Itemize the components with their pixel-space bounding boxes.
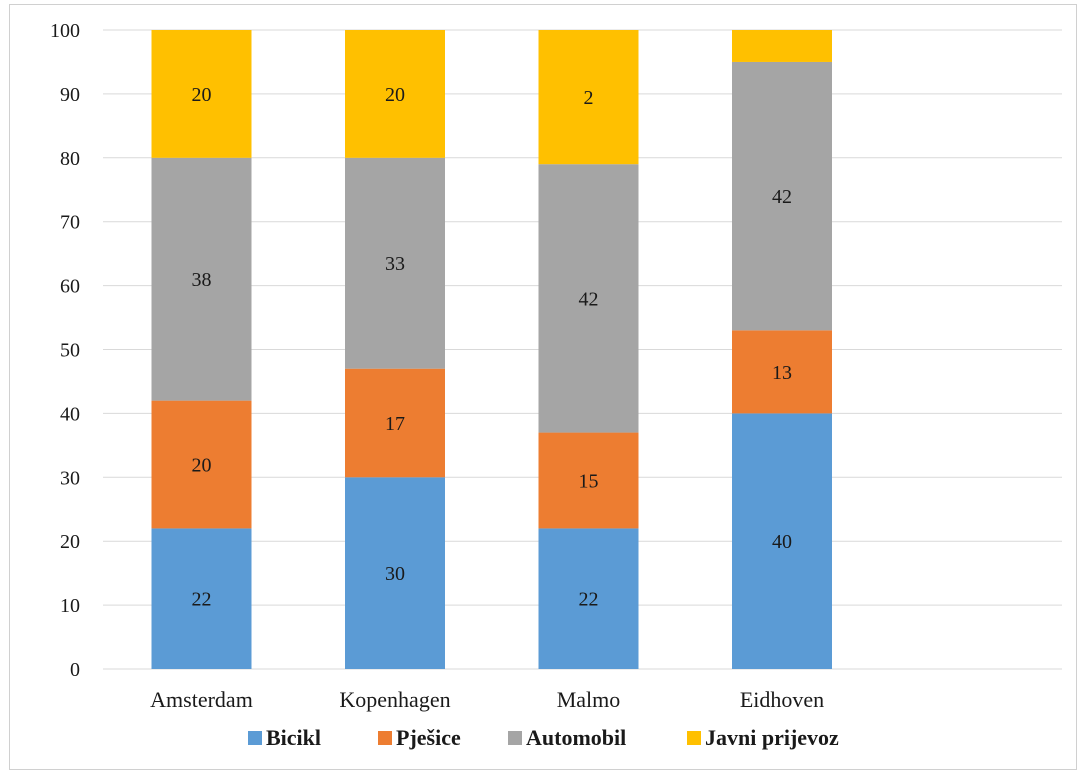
y-tick-label: 50 bbox=[60, 340, 80, 362]
bar-segment bbox=[538, 30, 639, 165]
bar-segment bbox=[345, 477, 445, 669]
legend-swatch bbox=[687, 731, 701, 745]
legend-label: Bicikl bbox=[266, 725, 321, 750]
bar-segment bbox=[151, 157, 252, 401]
bar-segment bbox=[732, 30, 832, 62]
bar-segment bbox=[345, 157, 445, 369]
bars bbox=[151, 30, 832, 669]
bar-segment bbox=[151, 30, 252, 158]
y-tick-label: 80 bbox=[60, 148, 80, 170]
bar-segment bbox=[151, 400, 252, 529]
y-tick-label: 20 bbox=[60, 531, 80, 553]
data-labels: 22 20 38 20 30 17 33 20 22 15 42 2 40 13 42 bbox=[192, 84, 793, 611]
data-label: 22 bbox=[192, 589, 212, 611]
legend-label: Javni prijevoz bbox=[705, 725, 839, 750]
bar-segment bbox=[345, 368, 445, 478]
data-label: 40 bbox=[772, 531, 792, 553]
x-category-label: Amsterdam bbox=[150, 687, 253, 712]
legend-swatch bbox=[508, 731, 522, 745]
data-label: 20 bbox=[385, 84, 405, 106]
x-axis-categories: Amsterdam Kopenhagen Malmo Eidhoven bbox=[150, 687, 824, 712]
bar-segment bbox=[538, 432, 639, 529]
y-tick-label: 90 bbox=[60, 84, 80, 106]
legend-label: Automobil bbox=[526, 725, 626, 750]
y-tick-label: 0 bbox=[70, 659, 80, 681]
bar-segment bbox=[732, 61, 832, 331]
x-category-label: Kopenhagen bbox=[339, 687, 450, 712]
bar-segment bbox=[345, 30, 445, 158]
y-axis-ticks: 0 10 20 30 40 50 60 70 80 90 100 bbox=[50, 20, 80, 681]
y-tick-label: 60 bbox=[60, 276, 80, 298]
legend-swatch bbox=[378, 731, 392, 745]
data-label: 38 bbox=[192, 269, 212, 291]
data-label: 17 bbox=[385, 413, 405, 435]
data-label: 22 bbox=[579, 589, 599, 611]
y-tick-label: 10 bbox=[60, 595, 80, 617]
y-tick-label: 100 bbox=[50, 20, 80, 42]
data-label: 20 bbox=[192, 455, 212, 477]
data-label: 42 bbox=[772, 186, 792, 208]
y-tick-label: 70 bbox=[60, 212, 80, 234]
legend: Bicikl Pješice Automobil Javni prijevoz bbox=[248, 725, 839, 750]
x-category-label: Eidhoven bbox=[740, 687, 824, 712]
bar-segment bbox=[732, 330, 832, 414]
legend-swatch bbox=[248, 731, 262, 745]
data-label: 20 bbox=[192, 84, 212, 106]
data-label: 33 bbox=[385, 253, 405, 275]
bar-segment bbox=[538, 528, 639, 669]
data-label: 30 bbox=[385, 563, 405, 585]
data-label: 42 bbox=[579, 288, 599, 310]
data-label: 15 bbox=[579, 470, 599, 492]
legend-label: Pješice bbox=[396, 725, 461, 750]
x-category-label: Malmo bbox=[557, 687, 621, 712]
bar-segment bbox=[151, 528, 252, 669]
bar-segment bbox=[732, 413, 832, 669]
y-tick-label: 30 bbox=[60, 467, 80, 489]
y-tick-label: 40 bbox=[60, 403, 80, 425]
data-label: 13 bbox=[772, 362, 792, 384]
bar-segment bbox=[538, 164, 639, 433]
data-label: 2 bbox=[584, 87, 594, 109]
